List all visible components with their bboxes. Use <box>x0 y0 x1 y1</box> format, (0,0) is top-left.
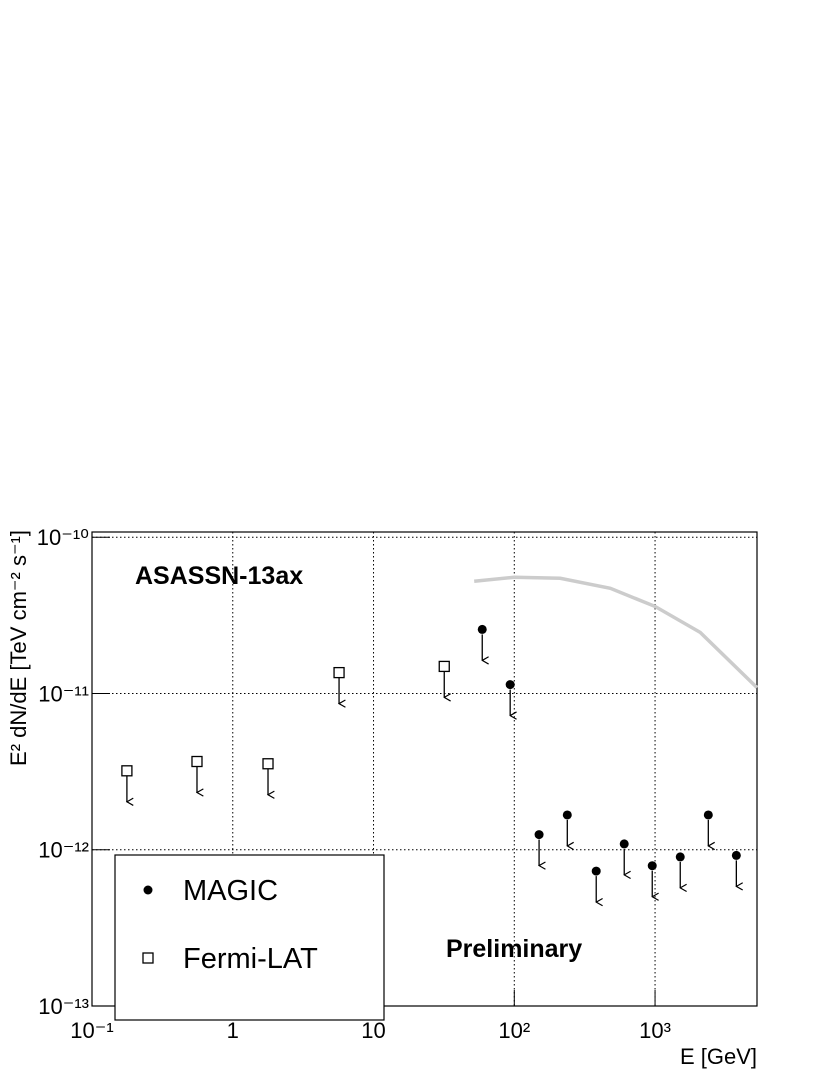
legend-box <box>114 854 385 1021</box>
x-tick-label: 10 <box>361 1018 385 1043</box>
legend-label: MAGIC <box>183 875 278 907</box>
data-point <box>675 852 685 862</box>
data-point <box>333 666 345 679</box>
y-tick-label: 10⁻¹¹ <box>38 681 89 706</box>
data-point <box>262 758 274 770</box>
data-point <box>731 850 741 860</box>
data-point <box>534 830 544 840</box>
model-curve <box>474 575 759 689</box>
x-tick-label: 1 <box>227 1018 239 1043</box>
x-tick-label: 10³ <box>639 1018 671 1043</box>
annotation: ASASSN-13ax <box>135 562 303 590</box>
data-point <box>477 624 487 634</box>
plot-frame <box>91 531 758 1007</box>
legend-label: Fermi-LAT <box>183 943 318 975</box>
y-tick-label: 10⁻¹³ <box>38 994 89 1019</box>
data-point <box>647 861 657 871</box>
data-point <box>191 755 203 768</box>
data-point <box>703 810 713 820</box>
x-axis-label: E [GeV] <box>680 1044 757 1069</box>
y-tick-label: 10⁻¹⁰ <box>37 525 89 550</box>
y-axis-label: E² dN/dE [TeV cm⁻² s⁻¹] <box>6 530 31 766</box>
data-point <box>438 660 450 673</box>
legend-marker <box>142 952 154 964</box>
data-point <box>505 680 515 690</box>
x-tick-label: 10⁻¹ <box>70 1018 113 1043</box>
x-tick-label: 10² <box>498 1018 530 1043</box>
y-tick-label: 10⁻¹² <box>38 838 89 863</box>
data-point <box>121 765 133 777</box>
legend-marker <box>143 885 153 895</box>
data-point <box>619 839 629 849</box>
data-point <box>591 866 601 876</box>
data-point <box>562 810 572 820</box>
